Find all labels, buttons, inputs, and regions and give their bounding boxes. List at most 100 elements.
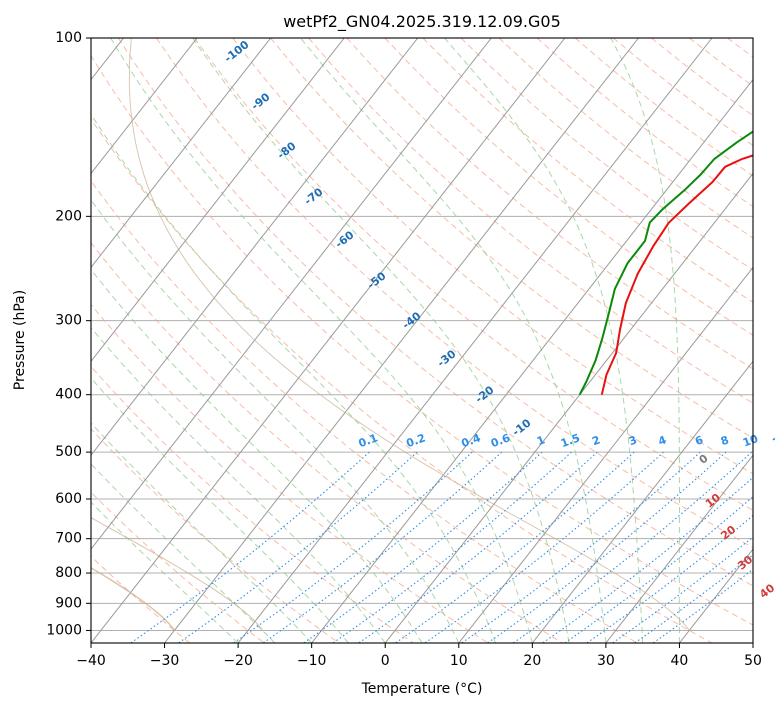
mixing-ratio-line [130,451,370,643]
mixing-ratio-label: 8 [719,433,731,448]
moist-adiabat-line [444,38,644,643]
mixing-ratio-line [461,451,701,643]
dry-adiabat-line [308,38,753,404]
mixing-ratio-label: 0.2 [405,431,428,450]
mixing-ratio-line [634,554,753,643]
dry-adiabat-line [91,180,638,643]
mixing-ratio-line [262,451,503,643]
y-tick-label: 900 [55,595,82,611]
dry-adiabat-line [91,117,713,643]
x-tick-label: −30 [150,653,180,669]
mixing-ratio-label: 1 [535,433,547,448]
sounding-profiles [578,130,753,396]
y-tick-label: 500 [55,444,82,460]
dry-adiabat-line [155,38,753,549]
x-tick-label: 40 [671,653,689,669]
isotherm-line [91,38,566,643]
mixing-ratio-line [358,451,598,643]
x-tick-label: 0 [381,653,390,669]
x-tick-label: −40 [76,653,106,669]
y-tick-label: 800 [55,565,82,581]
moist-adiabat-line [91,113,497,643]
x-tick-label: 30 [597,653,615,669]
plot-frame [90,37,754,644]
x-axis-label: Temperature (°C) [361,681,483,697]
moist-adiabat-line [91,268,423,643]
dry-adiabat-line [91,303,489,643]
mixing-ratio-line [178,451,418,643]
mixing-ratio-label: 13 [771,432,775,449]
moist-adiabat-line [192,38,570,643]
x-tick-label: 20 [523,653,541,669]
mixing-ratio-line [303,451,543,643]
dry-adiabat-line [232,38,753,475]
wet-bulb-curve [91,517,264,631]
dewpoint-profile-line [578,130,753,396]
dry-adiabat-line [91,555,191,643]
isotherm-line [91,38,272,269]
y-axis-label: Pressure (hPa) [12,290,28,390]
isotherm-line [605,454,753,643]
isotherm-line [164,38,639,643]
mixing-ratio-label: 0.1 [357,431,380,450]
moist-adiabat-line [91,326,386,643]
mixing-ratio-line [487,451,727,643]
isotherm-line [531,360,753,643]
mixing-ratio-line [233,451,473,643]
moist-adiabat-line [91,422,313,643]
wet-bulb-curve [91,567,175,631]
mixing-ratio-label: 3 [627,433,639,448]
mixing-ratio-label: 0.6 [489,431,512,450]
mixing-ratio-label: 1.5 [559,431,582,450]
x-tick-label: −20 [223,653,253,669]
moist-adiabat-line [91,199,460,643]
isotherm-line [91,38,419,457]
moist-adiabat-line [91,463,276,643]
mixing-ratio-line [542,476,753,643]
y-tick-label: 100 [55,30,82,46]
y-tick-label: 1000 [46,622,82,638]
adiabat-label: 40 [757,581,775,601]
moist-adiabat-line [610,38,680,643]
isotherm-line [384,172,753,643]
dry-adiabat-line [91,54,753,626]
y-tick-label: 600 [55,491,82,507]
mixing-ratio-line [332,451,572,643]
mixing-ratio-line [586,514,753,643]
y-tick-label: 300 [55,313,82,329]
isotherm-line [311,78,753,643]
mixing-ratio-label: 0.4 [460,431,483,450]
temperature-profile-line [600,154,753,395]
mixing-ratio-line [512,451,753,643]
x-tick-label: 50 [744,653,762,669]
isotherm-line [91,38,345,363]
mixing-ratio-label: 10 [741,432,760,450]
axis-ticks: −40 −30 −20 −10 0 10 20 30 40 5010020030040050060… [46,30,762,669]
dry-adiabat-line [194,38,753,511]
dry-adiabat-line [91,428,340,643]
mixing-ratio-line [395,451,635,643]
moist-adiabat-line [300,38,607,643]
isotherm-line [91,38,198,175]
y-tick-label: 400 [55,387,82,403]
moist-adiabat-line [91,501,239,643]
background-lines [91,38,753,643]
isotherm-line [237,38,713,643]
mixing-ratio-line [424,451,664,643]
moist-adiabat-line [110,38,533,643]
mixing-ratio-line [612,536,753,643]
dry-adiabat-line [270,38,753,439]
isotherm-line [458,266,753,643]
y-tick-label: 200 [55,208,82,224]
dry-adiabat-line [91,242,563,643]
mixing-ratio-label: 2 [590,433,602,448]
mixing-ratio-label: 6 [693,433,705,448]
mixing-ratio-line [564,495,753,643]
x-tick-label: 10 [450,653,468,669]
mixing-ratio-label: 4 [656,433,668,448]
mixing-ratio-line [652,568,753,643]
x-tick-label: −10 [297,653,327,669]
y-tick-label: 700 [55,531,82,547]
chart-title: wetPf2_GN04.2025.319.12.09.G05 [283,12,561,32]
